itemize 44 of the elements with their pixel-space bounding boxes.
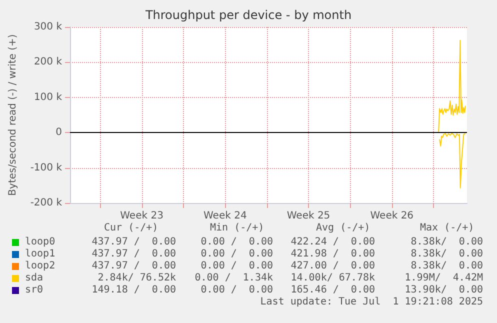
text: 0.00 / 0.00 (200, 236, 274, 248)
text: 0.00 / 0.00 (200, 284, 274, 296)
text: 149.18 / 0.00 (92, 284, 176, 296)
text: 437.97 / 0.00 (92, 248, 176, 260)
text: 14.00k/ 67.78k (290, 272, 376, 284)
text: 2.84k/ 76.52k (98, 272, 176, 284)
text: 0.00 / 1.34k (194, 272, 274, 284)
x-tick-label: Week 25 (286, 210, 330, 222)
legend-label: loop1 (25, 248, 56, 260)
x-tick-label: Week 23 (120, 210, 164, 222)
text: 13.90k/ 0.00 (404, 284, 484, 296)
text: Min (-/+) (210, 222, 264, 234)
x-tick-label: Week 24 (204, 210, 247, 222)
text: 437.97 / 0.00 (92, 236, 176, 248)
x-tick-label: Week 26 (370, 210, 414, 222)
line-series (438, 40, 466, 132)
y-tick-label: -200 k (30, 198, 62, 208)
text: 422.24 / 0.00 (290, 236, 376, 248)
text: 427.00 / 0.00 (290, 260, 376, 272)
y-tick-label: -100 k (30, 162, 62, 174)
text: 0.00 / 0.00 (200, 260, 274, 272)
text: Avg (-/+) (316, 222, 370, 234)
text: Last update: Tue Jul 1 19:21:08 2025 (260, 296, 484, 308)
text: 8.38k/ 0.00 (410, 236, 484, 248)
text: 8.38k/ 0.00 (410, 260, 484, 272)
text: 437.97 / 0.00 (92, 260, 176, 272)
y-tick-label: 300 k (34, 22, 62, 32)
chart-title: Throughput per device - by month (144, 8, 352, 22)
text: 0.00 / 0.00 (200, 248, 274, 260)
text: 8.38k/ 0.00 (410, 248, 484, 260)
legend-label: sr0 (25, 284, 44, 296)
y-axis-title: Bytes/second read (-) / write (+) (8, 34, 18, 196)
y-tick-label: 100 k (34, 92, 62, 103)
text: Cur (-/+) (104, 222, 158, 234)
line-series (439, 132, 466, 188)
legend-label: loop2 (25, 260, 56, 272)
y-tick-label: 200 k (34, 56, 62, 68)
legend-label: loop0 (25, 236, 56, 248)
text: 421.98 / 0.00 (290, 248, 376, 260)
y-tick-label: 0 (56, 127, 62, 138)
text: 165.46 / 0.00 (290, 284, 376, 296)
text: Max (-/+) (420, 222, 474, 234)
text: 1.99M/ 4.42M (404, 272, 484, 284)
legend-label: sda (25, 272, 44, 284)
